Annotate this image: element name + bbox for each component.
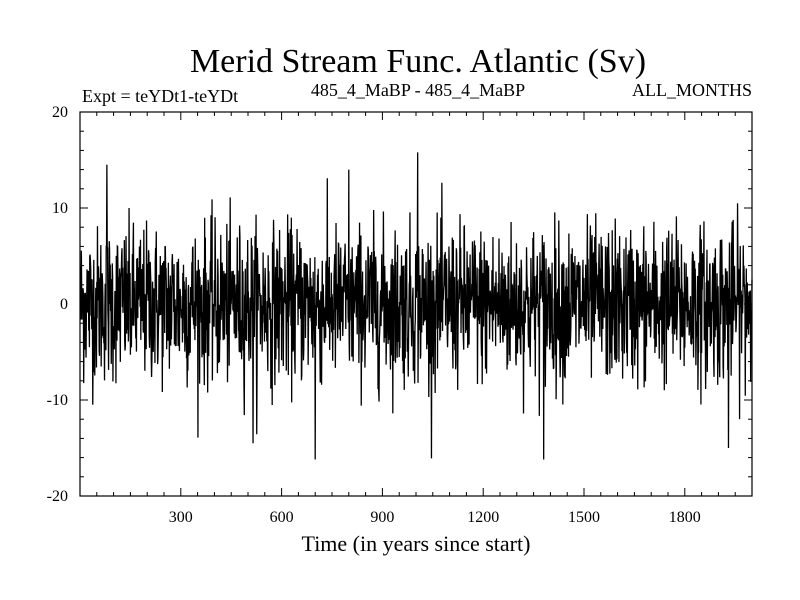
y-tick-label: 10 bbox=[52, 200, 68, 217]
x-tick-label: 600 bbox=[270, 509, 294, 526]
x-axis-label: Time (in years since start) bbox=[302, 531, 531, 556]
tick-layer bbox=[80, 112, 752, 496]
months-label: ALL_MONTHS bbox=[632, 80, 752, 100]
x-tick-label: 1800 bbox=[669, 509, 701, 526]
experiment-label: Expt = teYDt1-teYDt bbox=[82, 86, 238, 106]
y-tick-label: -10 bbox=[47, 392, 68, 409]
y-tick-labels: 20 10 0 -10 -20 bbox=[47, 104, 68, 505]
x-tick-label: 1200 bbox=[467, 509, 499, 526]
y-tick-label: -20 bbox=[47, 488, 68, 505]
y-tick-label: 20 bbox=[52, 104, 68, 121]
x-tick-label: 300 bbox=[169, 509, 193, 526]
period-label: 485_4_MaBP - 485_4_MaBP bbox=[311, 80, 525, 100]
x-tick-labels: 300 600 900 1200 1500 1800 bbox=[169, 509, 701, 526]
x-tick-label: 900 bbox=[370, 509, 394, 526]
y-tick-label: 0 bbox=[60, 296, 68, 313]
x-tick-label: 1500 bbox=[568, 509, 600, 526]
chart-title: Merid Stream Func. Atlantic (Sv) bbox=[190, 43, 646, 80]
plot-frame bbox=[79, 111, 753, 497]
series-line bbox=[79, 152, 753, 460]
series-layer bbox=[79, 152, 753, 460]
